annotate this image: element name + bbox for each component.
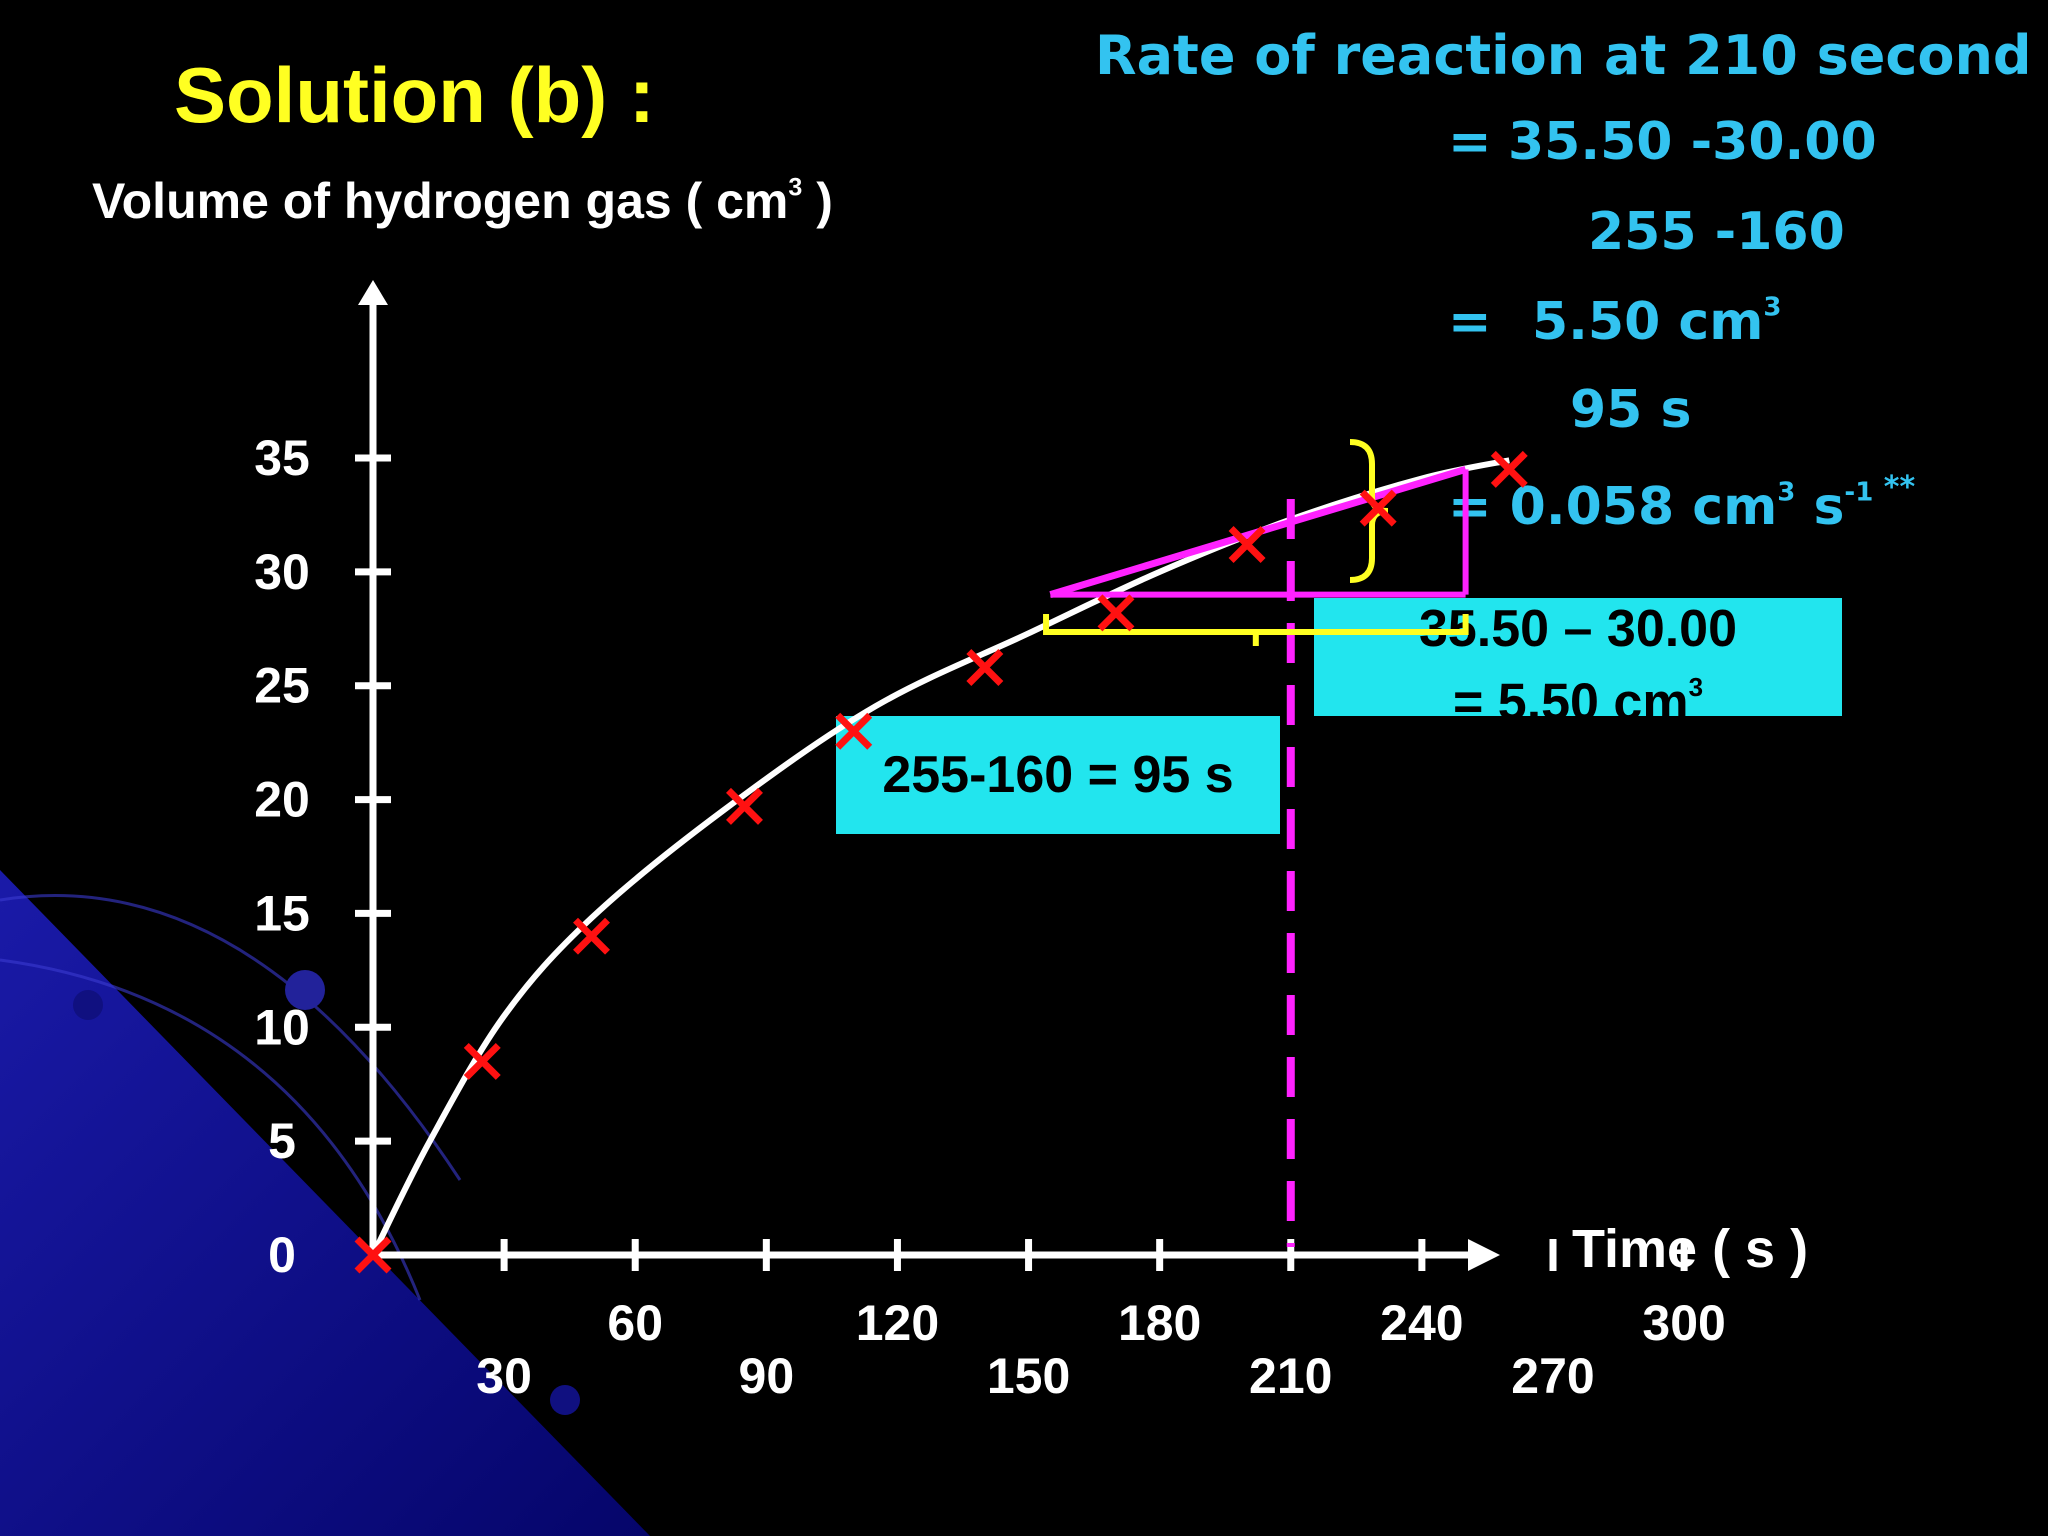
y-tick-label: 5 (268, 1113, 296, 1169)
y-axis-label-end: ) (802, 173, 833, 229)
volume-difference-line2: = 5.50 cm3 (1314, 658, 1842, 731)
y-tick-label: 10 (254, 999, 310, 1055)
y-tick-label: 20 (254, 772, 310, 828)
y-tick-label: 0 (268, 1227, 296, 1283)
calc-eq3-stars: ** (1873, 470, 1916, 505)
calc-eq2-denominator: 95 s (1570, 380, 1692, 440)
data-point (966, 649, 1004, 686)
time-difference-box: 255-160 = 95 s (836, 716, 1280, 834)
calc-eq1-numerator: 35.50 -30.00 (1508, 112, 1877, 172)
y-tick-label: 15 (254, 885, 310, 941)
x-tick-label: 60 (607, 1295, 663, 1351)
calc-eq2-sign: = (1448, 292, 1492, 352)
data-point (1490, 450, 1528, 488)
x-tick-label: 90 (739, 1348, 795, 1404)
calc-heading: Rate of reaction at 210 second (1095, 24, 2032, 87)
x-tick-label: 30 (476, 1348, 532, 1404)
data-point (573, 917, 610, 955)
time-bracket (1043, 614, 1469, 646)
x-tick-label: 270 (1511, 1348, 1594, 1404)
volume-difference-line2-text: = 5.50 cm (1452, 673, 1689, 732)
slide-title: Solution (b) : (174, 51, 655, 139)
calc-eq1-denominator: 255 -160 (1588, 202, 1845, 262)
data-point (1228, 526, 1266, 564)
calc-eq3-result: = 0.058 cm3 s-1 ** (1448, 470, 1915, 537)
x-axis-label: Time ( s ) (1572, 1219, 1809, 1279)
y-tick-label: 35 (254, 430, 310, 486)
y-tick-label: 30 (254, 544, 310, 600)
volume-difference-line1: 35.50 – 30.00 (1418, 600, 1738, 658)
x-tick-label: 180 (1118, 1295, 1201, 1351)
y-tick-label: 25 (254, 658, 310, 714)
data-point (354, 1236, 392, 1274)
y-axis-label: Volume of hydrogen gas ( cm3 ) (92, 172, 833, 230)
data-point (726, 787, 763, 825)
volume-brace (1349, 439, 1389, 583)
x-tick-label: 240 (1380, 1295, 1463, 1351)
x-axis-arrow (1468, 1239, 1500, 1271)
y-axis-arrow (358, 280, 388, 305)
calc-eq3-mid: s (1795, 477, 1845, 537)
calc-eq3-text: = 0.058 cm (1448, 477, 1778, 537)
calc-eq3-sup1: 3 (1777, 477, 1796, 508)
x-tick-label: 120 (856, 1295, 939, 1351)
x-tick-label: 300 (1642, 1295, 1725, 1351)
data-point (1359, 489, 1397, 527)
calc-eq3-sup2: -1 (1844, 477, 1874, 508)
data-point (463, 1042, 501, 1080)
volume-difference-box: 35.50 – 30.00 = 5.50 cm3 (1314, 598, 1842, 731)
calc-eq2-numerator: 5.50 cm3 (1532, 292, 1782, 352)
calc-eq2-numerator-text: 5.50 cm (1532, 292, 1764, 352)
y-axis-label-text: Volume of hydrogen gas ( cm (92, 173, 789, 229)
volume-difference-sup: 3 (1688, 672, 1704, 702)
fitted-curve (370, 457, 1510, 1257)
y-axis-label-sup: 3 (788, 173, 803, 202)
x-tick-label: 210 (1249, 1348, 1332, 1404)
calc-eq2-numerator-sup: 3 (1763, 292, 1782, 323)
data-point (1097, 594, 1135, 632)
data-point (835, 712, 873, 750)
calc-eq1-sign: = (1448, 112, 1492, 172)
x-tick-label: 150 (987, 1348, 1070, 1404)
